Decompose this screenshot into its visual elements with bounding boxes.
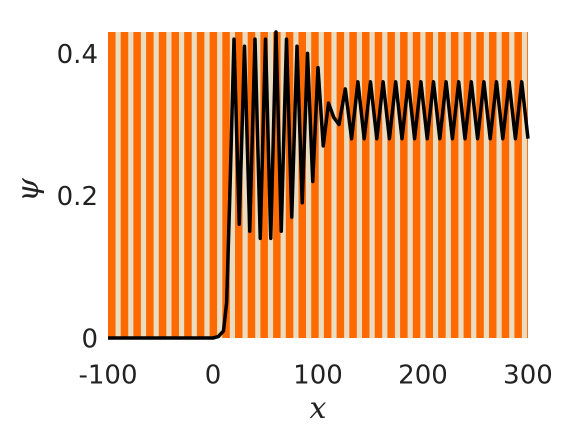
stripe [527,32,528,338]
stripe [158,32,167,338]
stripe [438,32,446,338]
y-tick-label: 0 [81,325,98,355]
stripe [349,32,357,338]
stripe [463,32,472,338]
stripe [336,32,345,338]
x-tick-label: 100 [293,361,343,391]
stripe [425,32,433,338]
stripe [171,32,179,338]
stripe [400,32,408,338]
stripe [196,32,205,338]
stripe [412,32,421,338]
stripe [146,32,154,338]
stripe [489,32,497,338]
stripe [120,32,129,338]
stripe [273,32,281,338]
x-tick-label: 300 [503,361,553,391]
x-tick-label: -100 [78,361,137,391]
y-tick-label: 0.2 [57,182,98,212]
stripe [323,32,332,338]
stripe [311,32,319,338]
y-tick-label: 0.4 [57,40,98,70]
y-axis-label: ψ [11,178,46,202]
stripe [260,32,268,338]
stripe [387,32,395,338]
stripe [476,32,484,338]
stripe [450,32,459,338]
stripe [108,32,116,338]
stripe [501,32,510,338]
stripe [209,32,218,338]
x-tick-label: 0 [205,361,222,391]
stripe [222,32,230,338]
stripe [184,32,192,338]
data-line [108,30,530,340]
stripe [362,32,370,338]
x-tick-label: 200 [398,361,448,391]
stripe [133,32,141,338]
stripe [514,32,522,338]
stripe [374,32,383,338]
x-axis-label: x [310,391,327,426]
